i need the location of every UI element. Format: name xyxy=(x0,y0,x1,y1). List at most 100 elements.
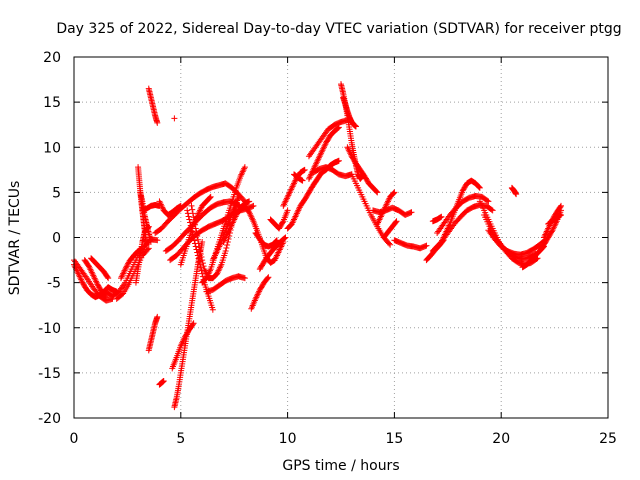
data-point xyxy=(125,260,132,267)
series-t56 xyxy=(508,184,520,198)
data-point xyxy=(484,197,491,204)
series-t45 xyxy=(374,189,398,227)
series-t41 xyxy=(340,94,359,130)
y-tick-label: -20 xyxy=(38,411,61,427)
series-t33 xyxy=(267,207,291,232)
data-point xyxy=(206,194,213,201)
data-point xyxy=(189,206,196,213)
series-t47 xyxy=(391,237,430,252)
data-point xyxy=(273,237,280,244)
data-point xyxy=(144,246,151,253)
data-point xyxy=(235,193,242,200)
y-tick-label: 10 xyxy=(43,140,61,156)
data-point xyxy=(190,234,197,241)
data-point xyxy=(200,263,207,270)
data-point xyxy=(105,275,112,282)
data-point xyxy=(147,239,154,246)
data-point xyxy=(199,239,206,246)
y-tick-label: -10 xyxy=(38,321,61,337)
data-point xyxy=(187,222,194,229)
data-point xyxy=(122,266,129,273)
x-tick-label: 25 xyxy=(599,431,617,447)
data-point xyxy=(197,248,204,255)
data-point xyxy=(197,251,204,258)
data-point xyxy=(273,237,280,244)
data-point xyxy=(193,229,200,236)
data-point xyxy=(488,206,495,213)
data-point xyxy=(143,241,150,248)
y-tick-label: -15 xyxy=(38,366,61,382)
data-point xyxy=(423,242,430,249)
data-point xyxy=(558,202,565,209)
x-tick-label: 20 xyxy=(492,431,510,447)
series-t38 xyxy=(305,117,351,160)
data-point xyxy=(352,123,359,130)
data-point xyxy=(190,320,197,327)
data-point xyxy=(558,211,565,218)
data-point xyxy=(513,191,520,198)
series-t30 xyxy=(248,274,272,312)
series-t55 xyxy=(485,227,550,258)
data-point xyxy=(199,257,206,264)
series-t32 xyxy=(252,229,280,250)
data-point xyxy=(264,275,271,282)
series-t60 xyxy=(545,211,565,227)
data-point xyxy=(192,243,199,250)
data-point xyxy=(557,203,564,210)
data-point xyxy=(191,217,198,224)
data-point xyxy=(223,245,230,252)
data-point xyxy=(392,219,399,226)
axis-ticks: 0 5 10 15 20 25 -20 -15 -10 -5 0 5 10 15 20 xyxy=(38,50,617,447)
data-point xyxy=(195,240,202,247)
y-tick-label: 15 xyxy=(43,95,61,111)
series-t49 xyxy=(429,213,445,225)
data-point xyxy=(281,235,288,242)
grid-lines xyxy=(74,57,608,418)
series-t21 xyxy=(169,320,197,372)
series-t40 xyxy=(338,81,366,182)
data-point xyxy=(199,260,206,267)
y-tick-label: 0 xyxy=(52,231,61,247)
series-t13 xyxy=(145,313,161,354)
series-t22 xyxy=(177,193,214,268)
data-point xyxy=(122,264,129,271)
data-point xyxy=(476,184,483,191)
data-point xyxy=(250,202,257,209)
data-point xyxy=(154,119,161,126)
data-point xyxy=(279,219,286,226)
series-t29 xyxy=(241,202,287,266)
series-t16 xyxy=(156,198,184,218)
data-point xyxy=(171,115,178,122)
data-point xyxy=(194,232,201,239)
data-point xyxy=(188,202,195,209)
series-t42 xyxy=(344,144,381,196)
data-point xyxy=(189,321,196,328)
data-point xyxy=(102,293,109,300)
series-t44 xyxy=(370,204,415,218)
series-t24 xyxy=(188,193,242,282)
data-point xyxy=(245,208,252,215)
data-point xyxy=(145,245,152,252)
data-point xyxy=(184,207,191,214)
data-point xyxy=(190,214,197,221)
data-point xyxy=(191,237,198,244)
data-point xyxy=(85,262,92,269)
x-tick-label: 10 xyxy=(279,431,297,447)
data-point xyxy=(186,216,193,223)
data-point xyxy=(241,275,248,282)
series-t15 xyxy=(171,115,178,122)
data-point xyxy=(335,157,342,164)
chart-title: Day 325 of 2022, Sidereal Day-to-day VTE… xyxy=(56,21,621,37)
data-point xyxy=(222,248,229,255)
x-axis-label: GPS time / hours xyxy=(282,458,399,474)
data-point xyxy=(373,188,380,195)
data-point xyxy=(124,262,131,269)
series-t46 xyxy=(380,218,400,241)
data-point xyxy=(476,184,483,191)
data-point xyxy=(489,207,496,214)
data-point xyxy=(301,166,308,173)
series-t50 xyxy=(429,177,483,255)
data-point xyxy=(390,190,397,197)
data-point xyxy=(485,198,492,205)
data-point xyxy=(209,306,216,313)
